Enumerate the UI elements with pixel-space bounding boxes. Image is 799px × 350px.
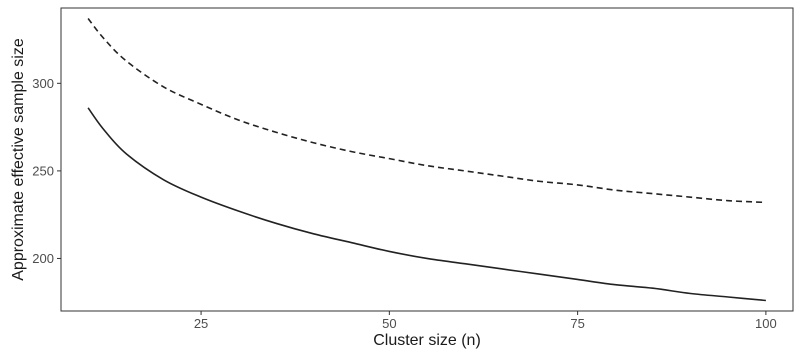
x-axis-title: Cluster size (n) — [373, 332, 481, 349]
y-tick-label: 300 — [32, 76, 54, 91]
y-tick-label: 250 — [32, 163, 54, 178]
x-tick-label: 100 — [755, 316, 777, 331]
y-axis: 200 250 300 — [32, 76, 61, 266]
solid-series-line — [87, 107, 766, 302]
y-tick-label: 200 — [32, 251, 54, 266]
x-tick-label: 75 — [570, 316, 584, 331]
x-axis: 25 50 75 100 — [194, 311, 777, 331]
dashed-series-line — [87, 18, 766, 204]
x-tick-label: 50 — [382, 316, 396, 331]
panel-border — [60, 7, 794, 312]
series-layer — [87, 18, 766, 302]
y-axis-title: Approximate effective sample size — [10, 38, 27, 281]
plot-area: 25 50 75 100 200 250 300 — [32, 7, 794, 331]
x-tick-label: 25 — [194, 316, 208, 331]
